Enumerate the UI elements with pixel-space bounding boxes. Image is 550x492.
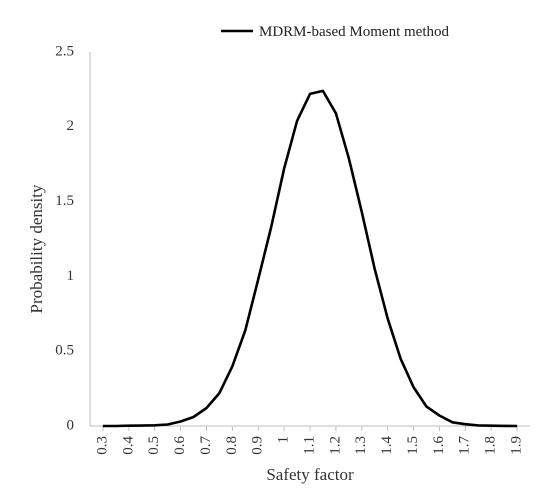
x-tick-label: 0.5 (146, 436, 162, 455)
x-tick-label: 0.7 (198, 436, 214, 455)
y-axis-title: Probability density (27, 184, 46, 313)
y-tick-label: 0 (67, 417, 75, 433)
y-tick-label: 1.5 (55, 193, 74, 209)
x-tick-label: 1.1 (301, 436, 317, 455)
x-tick-label: 0.3 (94, 436, 110, 455)
x-tick-label: 0.8 (224, 436, 240, 455)
x-tick-label: 1.6 (431, 436, 447, 455)
x-tick-label: 0.9 (250, 436, 266, 455)
x-axis-title: Safety factor (266, 465, 354, 484)
x-tick-label: 1.2 (327, 436, 343, 455)
y-tick-label: 2 (67, 118, 75, 134)
x-tick-label: 1.9 (508, 436, 524, 455)
x-tick-label: 1.7 (457, 436, 473, 455)
x-tick-label: 1 (276, 436, 292, 444)
x-tick-label: 1.3 (353, 436, 369, 455)
y-tick-label: 0.5 (55, 343, 74, 359)
y-tick-label: 1 (67, 268, 75, 284)
x-tick-label: 0.6 (172, 436, 188, 455)
x-tick-label: 1.8 (483, 436, 499, 455)
x-tick-label: 0.4 (120, 436, 136, 455)
y-tick-label: 2.5 (55, 43, 74, 59)
y-tick-labels: 0 0.5 1 1.5 2 2.5 (55, 43, 74, 433)
series-line (102, 89, 518, 428)
x-tick-label: 1.5 (405, 436, 421, 455)
x-tick-labels: 0.3 0.4 0.5 0.6 0.7 0.8 0.9 1 1.1 1.2 1.3 1.4 1.5 1.6… (94, 426, 524, 455)
plot-area: 0.3 0.4 0.5 0.6 0.7 0.8 0.9 1 1.1 1.2 1.3 1.4 1.5 1.6… (55, 43, 530, 455)
legend-label: MDRM-based Moment method (259, 24, 449, 40)
x-tick-label: 1.4 (379, 436, 395, 455)
legend: MDRM-based Moment method (221, 24, 449, 40)
